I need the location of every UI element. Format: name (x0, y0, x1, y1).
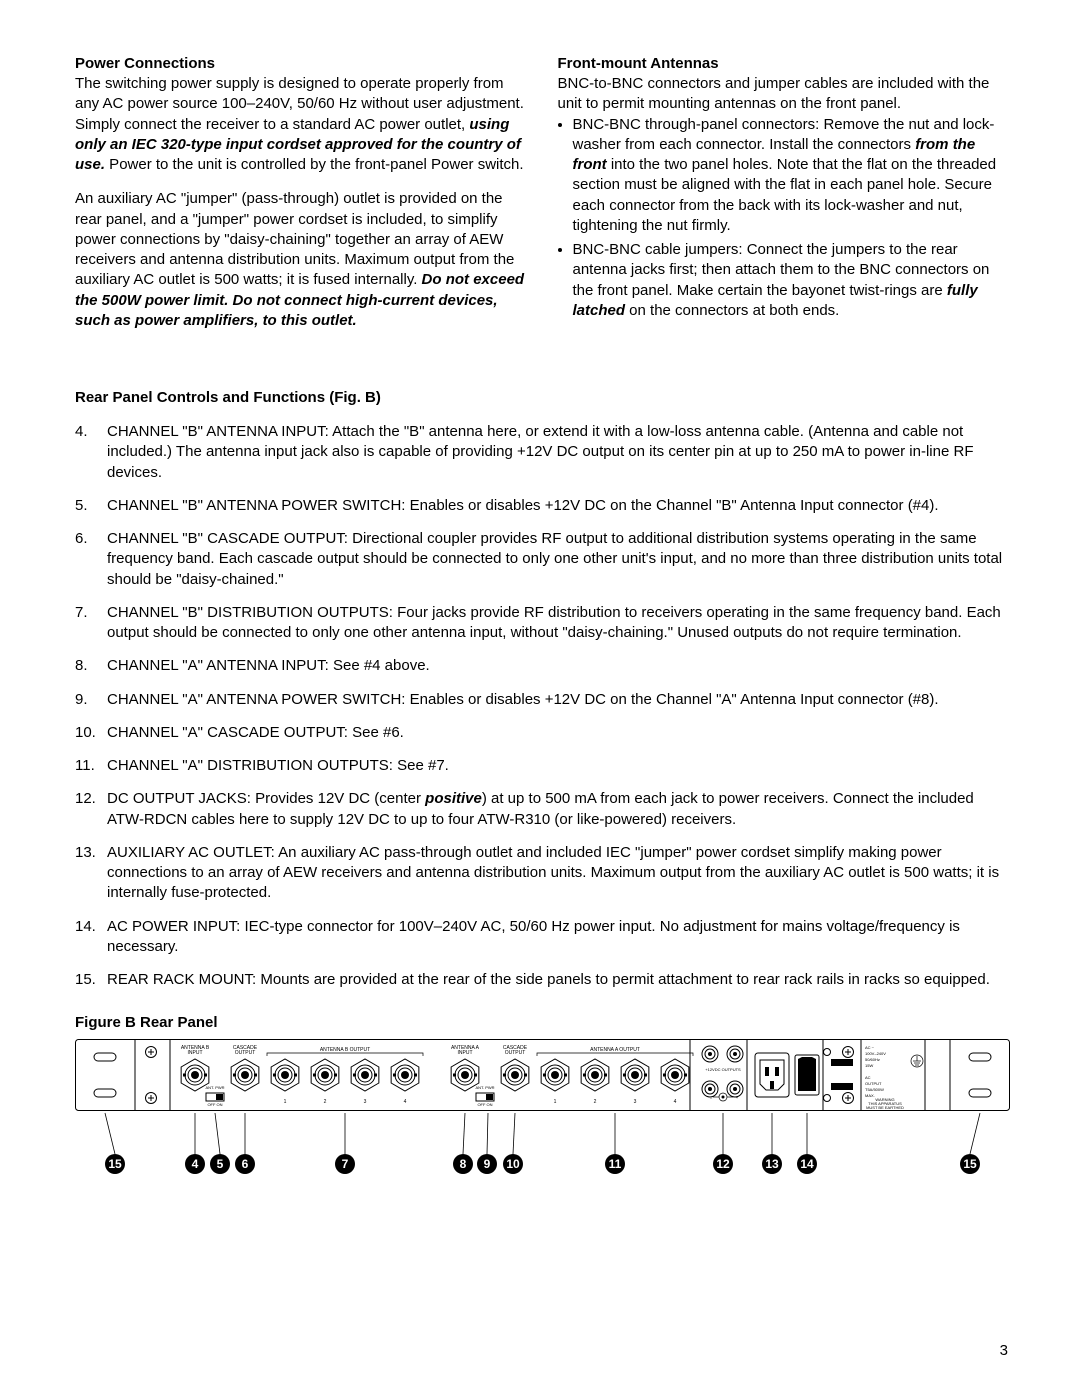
item-number: 8. (75, 656, 107, 676)
item-text: CHANNEL "B" CASCADE OUTPUT: Directional … (107, 529, 1010, 590)
item-number: 6. (75, 529, 107, 590)
item-text: CHANNEL "A" DISTRIBUTION OUTPUTS: See #7… (107, 756, 1010, 776)
list-item: 4.CHANNEL "B" ANTENNA INPUT: Attach the … (75, 422, 1010, 483)
svg-text:+12VDC OUTPUTS: +12VDC OUTPUTS (705, 1067, 741, 1072)
svg-text:OFF ON: OFF ON (207, 1102, 222, 1107)
list-item: 8.CHANNEL "A" ANTENNA INPUT: See #4 abov… (75, 656, 1010, 676)
svg-text:MUST BE EARTHED: MUST BE EARTHED (866, 1105, 904, 1110)
svg-text:6: 6 (242, 1157, 249, 1171)
svg-text:50/60Hz: 50/60Hz (865, 1057, 880, 1062)
list-item: 5.CHANNEL "B" ANTENNA POWER SWITCH: Enab… (75, 496, 1010, 516)
front-mount-intro: BNC-to-BNC connectors and jumper cables … (558, 74, 1011, 115)
svg-text:3: 3 (364, 1099, 367, 1105)
item-number: 14. (75, 917, 107, 958)
item-text: CHANNEL "A" ANTENNA INPUT: See #4 above. (107, 656, 1010, 676)
list-item: 13.AUXILIARY AC OUTLET: An auxiliary AC … (75, 843, 1010, 904)
rear-panel-list: 4.CHANNEL "B" ANTENNA INPUT: Attach the … (75, 422, 1010, 990)
svg-text:4: 4 (192, 1157, 199, 1171)
item-text: AC POWER INPUT: IEC-type connector for 1… (107, 917, 1010, 958)
svg-text:3: 3 (634, 1099, 637, 1105)
svg-text:9: 9 (484, 1157, 491, 1171)
bullet-item: BNC-BNC through-panel connectors: Remove… (573, 115, 1011, 237)
svg-text:ANTENNA B OUTPUT: ANTENNA B OUTPUT (320, 1047, 370, 1053)
rear-panel-heading: Rear Panel Controls and Functions (Fig. … (75, 389, 1010, 406)
svg-text:INPUT: INPUT (458, 1050, 473, 1056)
svg-text:4: 4 (674, 1099, 677, 1105)
svg-text:MAX.: MAX. (865, 1093, 875, 1098)
item-text: CHANNEL "A" ANTENNA POWER SWITCH: Enable… (107, 690, 1010, 710)
svg-text:INPUT: INPUT (188, 1050, 203, 1056)
item-text: REAR RACK MOUNT: Mounts are provided at … (107, 970, 1010, 990)
text: Power to the unit is controlled by the f… (105, 156, 524, 173)
svg-text:AC: AC (865, 1075, 871, 1080)
item-text: CHANNEL "B" DISTRIBUTION OUTPUTS: Four j… (107, 603, 1010, 644)
front-mount-heading: Front-mount Antennas (558, 55, 1011, 72)
svg-text:15: 15 (963, 1157, 977, 1171)
text: BNC-BNC cable jumpers: Connect the jumpe… (573, 241, 990, 299)
page-number: 3 (1000, 1342, 1008, 1359)
item-number: 7. (75, 603, 107, 644)
text: The switching power supply is designed t… (75, 75, 524, 133)
figure-b: ANTENNA BINPUTCASCADEOUTPUTANTENNA AINPU… (75, 1039, 1010, 1194)
list-item: 15.REAR RACK MOUNT: Mounts are provided … (75, 970, 1010, 990)
rear-panel-diagram: ANTENNA BINPUTCASCADEOUTPUTANTENNA AINPU… (75, 1039, 1010, 1189)
text: on the connectors at both ends. (625, 302, 839, 319)
item-number: 5. (75, 496, 107, 516)
list-item: 10.CHANNEL "A" CASCADE OUTPUT: See #6. (75, 723, 1010, 743)
front-mount-bullets: BNC-BNC through-panel connectors: Remove… (558, 115, 1011, 322)
svg-text:OUTPUT: OUTPUT (505, 1050, 526, 1056)
svg-text:100V–240V: 100V–240V (865, 1051, 886, 1056)
bullet-item: BNC-BNC cable jumpers: Connect the jumpe… (573, 240, 1011, 321)
item-text: CHANNEL "B" ANTENNA POWER SWITCH: Enable… (107, 496, 1010, 516)
svg-text:ANTENNA A OUTPUT: ANTENNA A OUTPUT (590, 1047, 640, 1053)
item-text: CHANNEL "A" CASCADE OUTPUT: See #6. (107, 723, 1010, 743)
svg-text:5: 5 (217, 1157, 224, 1171)
text: into the two panel holes. Note that the … (573, 156, 997, 234)
item-number: 15. (75, 970, 107, 990)
svg-text:15: 15 (108, 1157, 122, 1171)
svg-text:ANT. PWR: ANT. PWR (205, 1085, 224, 1090)
item-number: 13. (75, 843, 107, 904)
list-item: 12.DC OUTPUT JACKS: Provides 12V DC (cen… (75, 789, 1010, 830)
item-number: 4. (75, 422, 107, 483)
list-item: 6.CHANNEL "B" CASCADE OUTPUT: Directiona… (75, 529, 1010, 590)
item-number: 12. (75, 789, 107, 830)
item-number: 11. (75, 756, 107, 776)
svg-text:15W: 15W (865, 1063, 873, 1068)
svg-text:12: 12 (716, 1157, 730, 1171)
item-number: 10. (75, 723, 107, 743)
list-item: 11.CHANNEL "A" DISTRIBUTION OUTPUTS: See… (75, 756, 1010, 776)
svg-text:4: 4 (404, 1099, 407, 1105)
svg-text:OFF ON: OFF ON (477, 1102, 492, 1107)
svg-text:T5A/500W: T5A/500W (865, 1087, 884, 1092)
svg-text:8: 8 (460, 1157, 467, 1171)
svg-text:13: 13 (765, 1157, 779, 1171)
svg-text:2: 2 (594, 1099, 597, 1105)
svg-text:2: 2 (324, 1099, 327, 1105)
svg-text:1: 1 (284, 1099, 287, 1105)
svg-text:1: 1 (554, 1099, 557, 1105)
svg-text:–: – (710, 1095, 713, 1100)
item-text: DC OUTPUT JACKS: Provides 12V DC (center… (107, 789, 1010, 830)
svg-text:OUTPUT: OUTPUT (235, 1050, 256, 1056)
svg-text:7: 7 (342, 1157, 349, 1171)
svg-text:AC ~: AC ~ (865, 1045, 875, 1050)
power-connections-heading: Power Connections (75, 55, 528, 72)
item-text: AUXILIARY AC OUTLET: An auxiliary AC pas… (107, 843, 1010, 904)
list-item: 14.AC POWER INPUT: IEC-type connector fo… (75, 917, 1010, 958)
list-item: 9.CHANNEL "A" ANTENNA POWER SWITCH: Enab… (75, 690, 1010, 710)
svg-text:10: 10 (506, 1157, 520, 1171)
power-paragraph-1: The switching power supply is designed t… (75, 74, 528, 175)
figure-b-heading: Figure B Rear Panel (75, 1014, 1010, 1031)
item-text: CHANNEL "B" ANTENNA INPUT: Attach the "B… (107, 422, 1010, 483)
svg-text:14: 14 (800, 1157, 814, 1171)
svg-text:ANT. PWR: ANT. PWR (475, 1085, 494, 1090)
list-item: 7.CHANNEL "B" DISTRIBUTION OUTPUTS: Four… (75, 603, 1010, 644)
item-number: 9. (75, 690, 107, 710)
svg-text:OUTPUT: OUTPUT (865, 1081, 882, 1086)
svg-text:11: 11 (609, 1157, 622, 1171)
power-paragraph-2: An auxiliary AC "jumper" (pass-through) … (75, 189, 528, 331)
